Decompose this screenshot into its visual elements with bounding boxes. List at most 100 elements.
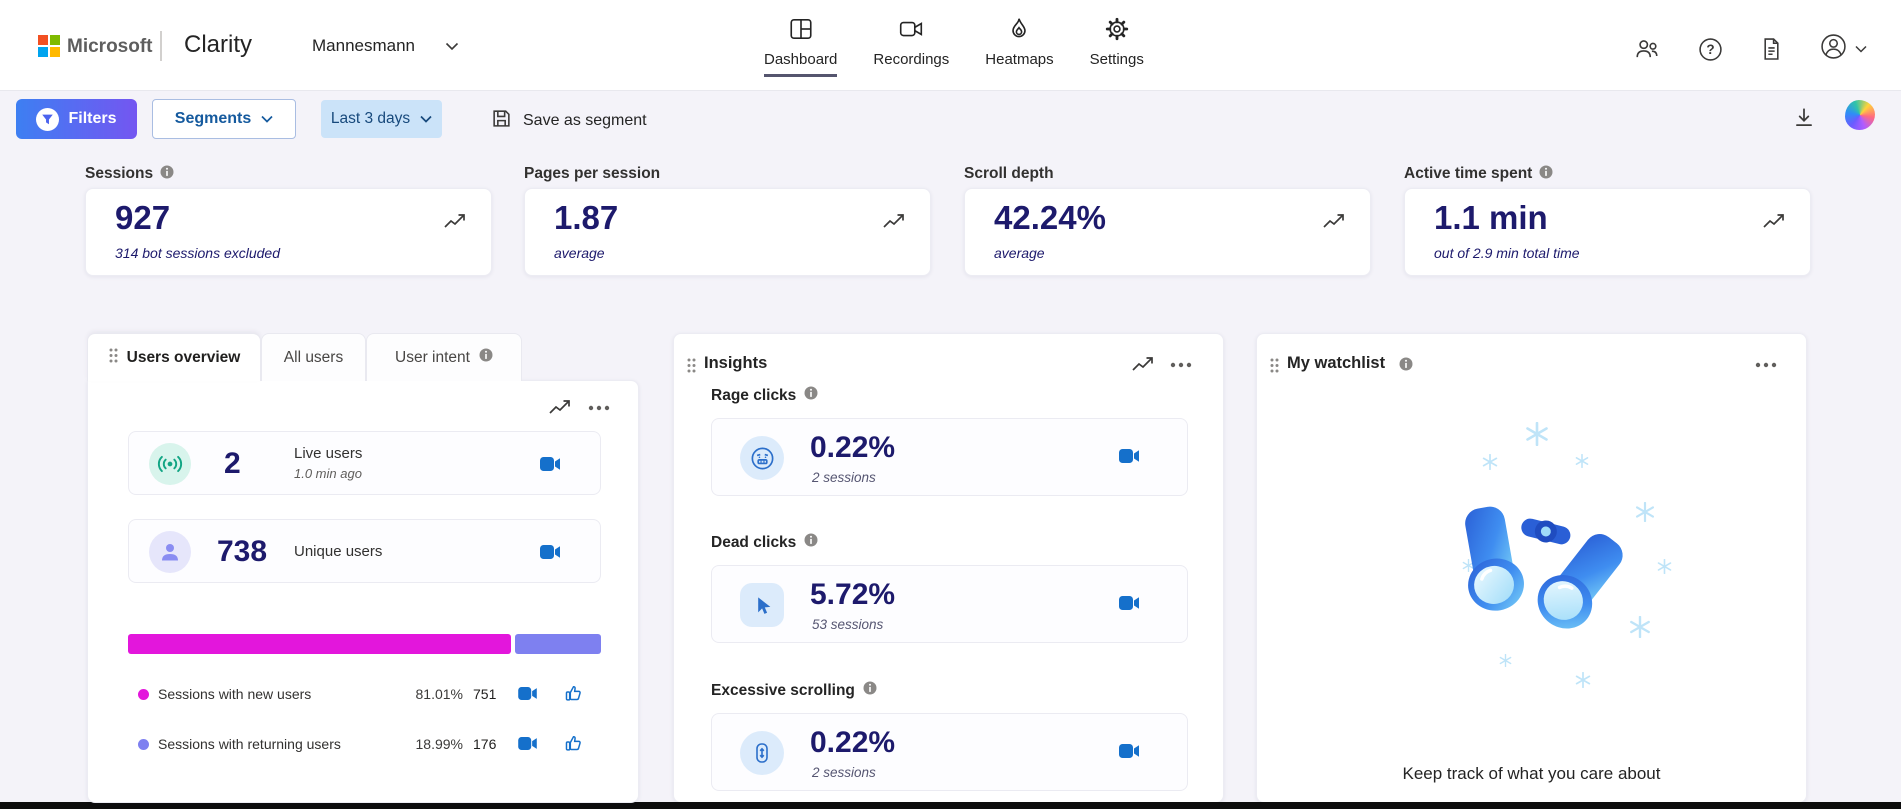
drag-handle-icon[interactable]	[108, 347, 118, 369]
trend-chart-icon[interactable]	[883, 213, 905, 235]
nav-item-heatmaps[interactable]: Heatmaps	[985, 16, 1054, 77]
gear-icon	[1104, 16, 1130, 47]
thumbs-up-icon[interactable]	[565, 735, 582, 752]
info-icon[interactable]	[804, 533, 818, 552]
trend-chart-icon[interactable]	[1763, 213, 1785, 235]
tab-users-overview-label: Users overview	[126, 348, 241, 366]
insights-panel: Insights Rage clicks 0.22% 2 sessions	[673, 333, 1224, 803]
unique-users-icon	[149, 531, 191, 573]
dead-clicks-label-row: Dead clicks	[711, 533, 818, 552]
camera-icon[interactable]	[1119, 744, 1139, 758]
project-selector[interactable]: Mannesmann	[312, 36, 459, 56]
snowflake-icon	[1499, 653, 1512, 672]
date-range-label: Last 3 days	[330, 110, 411, 127]
trend-chart-icon[interactable]	[549, 399, 571, 416]
metric-pages-card: 1.87 average	[524, 188, 931, 276]
live-users-ago: 1.0 min ago	[294, 466, 362, 481]
nav-item-recordings[interactable]: Recordings	[873, 16, 949, 77]
bottom-edge-bar	[0, 802, 1901, 809]
watchlist-panel: My watchlist	[1256, 333, 1807, 803]
account-menu[interactable]	[1820, 33, 1867, 65]
tab-all-users-label: All users	[283, 348, 344, 366]
camera-icon[interactable]	[518, 687, 537, 700]
metric-active-time-subtitle: out of 2.9 min total time	[1434, 245, 1580, 261]
rage-clicks-sessions: 2 sessions	[812, 470, 876, 485]
unique-users-row: 738 Unique users	[128, 519, 601, 583]
info-icon[interactable]	[160, 165, 174, 184]
trend-chart-icon[interactable]	[1132, 356, 1154, 373]
metric-sessions-value: 927	[115, 199, 171, 236]
rage-clicks-card: 0.22% 2 sessions	[711, 418, 1188, 496]
download-icon[interactable]	[1792, 106, 1816, 130]
more-menu-icon[interactable]	[588, 405, 610, 411]
chevron-down-icon	[1855, 40, 1867, 58]
primary-nav: Dashboard Recordings Heatmaps Settings	[764, 16, 1144, 77]
copilot-icon[interactable]	[1845, 100, 1875, 130]
recordings-icon	[898, 16, 924, 47]
excessive-scrolling-label: Excessive scrolling	[711, 681, 855, 699]
info-icon[interactable]	[1539, 165, 1553, 184]
live-users-row: 2 Live users 1.0 min ago	[128, 431, 601, 495]
product-name: Clarity	[184, 31, 253, 58]
thumbs-up-icon[interactable]	[565, 685, 582, 702]
tab-user-intent-label: User intent	[395, 348, 470, 366]
camera-icon[interactable]	[518, 737, 537, 750]
svg-text:?: ?	[1706, 42, 1714, 57]
legend-returning-users: Sessions with returning users 18.99% 176	[128, 731, 601, 757]
more-menu-icon[interactable]	[1170, 362, 1192, 368]
camera-icon[interactable]	[1119, 596, 1139, 610]
docs-icon[interactable]	[1761, 37, 1782, 61]
nav-item-dashboard[interactable]: Dashboard	[764, 16, 838, 77]
info-icon[interactable]	[804, 386, 818, 405]
trend-chart-icon[interactable]	[444, 213, 466, 235]
tab-users-overview[interactable]: Users overview	[87, 333, 261, 381]
new-users-pct: 81.01%	[415, 686, 463, 702]
metric-pages-subtitle: average	[554, 245, 605, 261]
drag-handle-icon[interactable]	[686, 357, 696, 379]
microsoft-wordmark: Microsoft	[67, 36, 153, 57]
brand-divider	[160, 31, 162, 61]
dead-clicks-card: 5.72% 53 sessions	[711, 565, 1188, 643]
nav-item-settings[interactable]: Settings	[1090, 16, 1144, 77]
segments-dropdown[interactable]: Segments	[152, 99, 296, 139]
project-name: Mannesmann	[312, 36, 416, 55]
trend-chart-icon[interactable]	[1323, 213, 1345, 235]
sessions-split-bar	[128, 634, 601, 654]
metric-sessions-label: Sessions	[85, 165, 154, 182]
new-users-label: Sessions with new users	[158, 686, 312, 702]
tab-all-users[interactable]: All users	[261, 333, 366, 381]
camera-icon[interactable]	[540, 545, 560, 559]
live-users-value: 2	[224, 447, 241, 480]
save-as-segment-button[interactable]: Save as segment	[491, 108, 647, 134]
metric-scroll-label: Scroll depth	[964, 165, 1054, 182]
snowflake-icon	[1462, 558, 1475, 577]
snowflake-icon	[1575, 671, 1591, 693]
info-icon[interactable]	[479, 348, 493, 367]
unique-users-value: 738	[217, 535, 268, 568]
metric-active-time-value: 1.1 min	[1434, 199, 1548, 236]
nav-utility-icons: ?	[1634, 33, 1867, 65]
share-people-icon[interactable]	[1634, 37, 1660, 61]
live-users-icon	[149, 443, 191, 485]
new-users-bar	[128, 634, 512, 654]
rage-clicks-label-row: Rage clicks	[711, 386, 818, 405]
metric-sessions: Sessions 927 314 bot sessions excluded	[85, 164, 492, 276]
snowflake-icon	[1657, 558, 1672, 579]
snowflake-icon	[1635, 501, 1655, 527]
date-range-dropdown[interactable]: Last 3 days	[321, 100, 442, 138]
excessive-scrolling-card: 0.22% 2 sessions	[711, 713, 1188, 791]
more-menu-icon[interactable]	[1755, 362, 1777, 368]
filters-button[interactable]: Filters	[16, 99, 137, 139]
tab-user-intent[interactable]: User intent	[366, 333, 522, 381]
drag-handle-icon[interactable]	[1269, 357, 1279, 379]
help-icon[interactable]: ?	[1698, 37, 1723, 62]
dashboard-icon	[788, 16, 814, 47]
metric-active-time-card: 1.1 min out of 2.9 min total time	[1404, 188, 1811, 276]
camera-icon[interactable]	[540, 457, 560, 471]
unique-users-label: Unique users	[294, 543, 383, 560]
nav-label-heatmaps: Heatmaps	[985, 51, 1054, 68]
camera-icon[interactable]	[1119, 449, 1139, 463]
dead-clicks-sessions: 53 sessions	[812, 617, 884, 632]
info-icon[interactable]	[863, 681, 877, 700]
info-icon[interactable]	[1399, 357, 1413, 371]
